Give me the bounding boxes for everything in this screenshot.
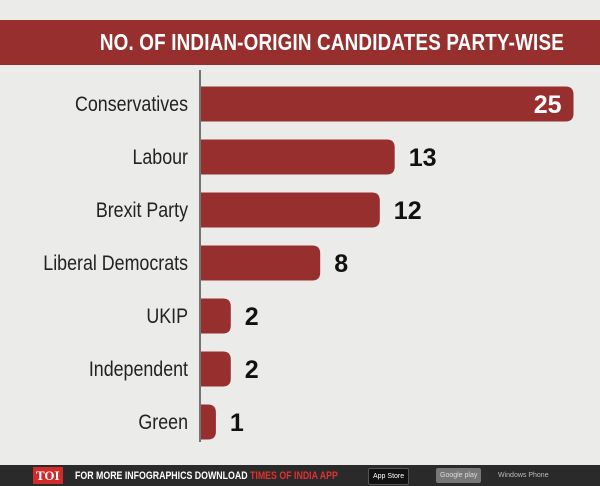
- footer-app-name: TIMES OF INDIA APP: [249, 469, 338, 482]
- bar: [201, 298, 231, 334]
- value-label: 13: [409, 144, 437, 172]
- bar: [201, 245, 321, 281]
- bar: [201, 404, 216, 440]
- bar: [201, 351, 231, 387]
- value-label: 8: [334, 250, 348, 278]
- app-store-badge[interactable]: App Store: [368, 468, 410, 485]
- value-label: 1: [230, 409, 244, 437]
- app-store-label: App Store: [373, 473, 405, 480]
- title-banner: NO. OF INDIAN-ORIGIN CANDIDATES PARTY-WI…: [0, 20, 600, 65]
- bar: [201, 192, 380, 228]
- google-play-badge[interactable]: Google play: [436, 468, 482, 483]
- category-label: Liberal Democrats: [43, 252, 188, 276]
- bar: [201, 86, 574, 122]
- value-label: 2: [245, 356, 259, 384]
- category-label: Brexit Party: [96, 199, 188, 223]
- windows-phone-badge[interactable]: Windows Phone: [494, 468, 553, 483]
- footer-message: FOR MORE INFOGRAPHICS DOWNLOAD TIMES OF …: [74, 469, 338, 482]
- toi-logo: TOI: [33, 467, 63, 484]
- category-label: UKIP: [146, 305, 188, 329]
- google-play-label: Google play: [440, 472, 478, 479]
- category-label: Independent: [89, 358, 189, 382]
- footer-bar: TOI FOR MORE INFOGRAPHICS DOWNLOAD TIMES…: [0, 465, 600, 486]
- footer-text: FOR MORE INFOGRAPHICS DOWNLOAD: [74, 469, 248, 482]
- value-label: 2: [245, 303, 259, 331]
- category-label: Conservatives: [75, 93, 188, 117]
- category-label: Green: [138, 411, 188, 435]
- category-label: Labour: [132, 146, 188, 170]
- bar: [201, 139, 395, 175]
- value-label: 12: [394, 197, 422, 225]
- chart-title: NO. OF INDIAN-ORIGIN CANDIDATES PARTY-WI…: [99, 29, 564, 55]
- value-label: 25: [534, 91, 562, 119]
- windows-phone-label: Windows Phone: [498, 472, 549, 479]
